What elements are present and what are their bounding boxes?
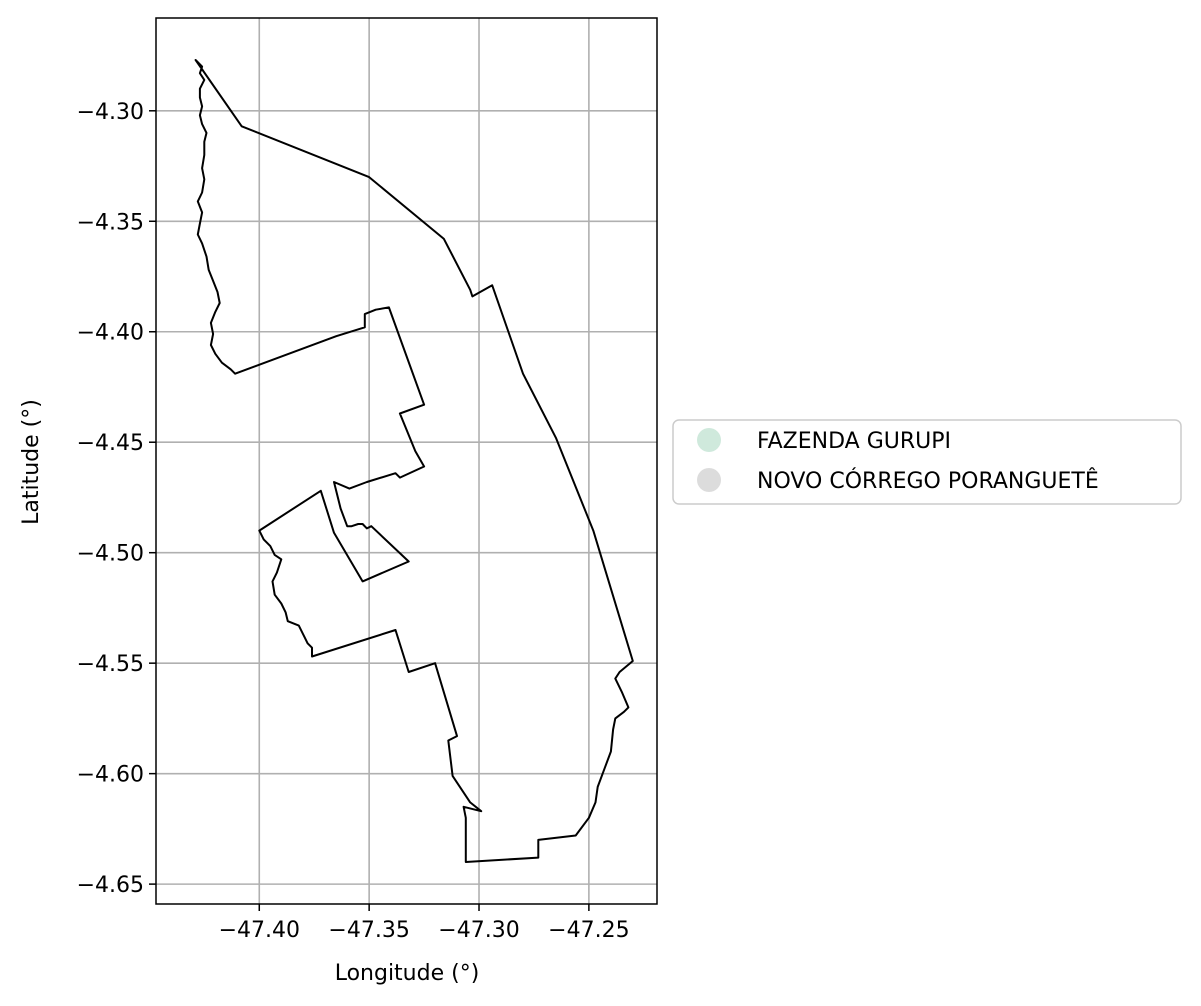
x-axis-label: Longitude (°) [335, 961, 480, 986]
legend-marker [697, 428, 721, 452]
x-tick-label: −47.35 [328, 918, 409, 943]
x-tick-label: −47.25 [548, 918, 629, 943]
y-axis-label: Latitude (°) [19, 399, 44, 525]
x-tick-label: −47.30 [438, 918, 519, 943]
y-tick-label: −4.35 [77, 210, 144, 235]
y-axis-ticks: −4.30 −4.35 −4.40 −4.45 −4.50 −4.55 −4.60 −4.65 [77, 100, 156, 898]
y-tick-label: −4.65 [77, 873, 144, 898]
legend-entry-label: NOVO CÓRREGO PORANGUETÊ [757, 468, 1099, 494]
legend-marker [697, 468, 721, 492]
y-tick-label: −4.55 [77, 652, 144, 677]
legend-box [672, 419, 1182, 505]
axes-frame [155, 17, 658, 905]
y-tick-label: −4.60 [77, 763, 144, 788]
y-tick-label: −4.50 [77, 542, 144, 567]
y-tick-label: −4.30 [77, 100, 144, 125]
grid-lines [156, 18, 657, 904]
y-tick-label: −4.45 [77, 431, 144, 456]
boundary-polygon [194, 59, 634, 863]
x-tick-label: −47.40 [219, 918, 300, 943]
x-axis-ticks: −47.40 −47.35 −47.30 −47.25 [219, 904, 630, 943]
polygon-layer [194, 59, 634, 863]
legend-entry-label: FAZENDA GURUPI [757, 429, 951, 454]
legend: FAZENDA GURUPI NOVO CÓRREGO PORANGUETÊ [672, 419, 1182, 505]
y-tick-label: −4.40 [77, 321, 144, 346]
